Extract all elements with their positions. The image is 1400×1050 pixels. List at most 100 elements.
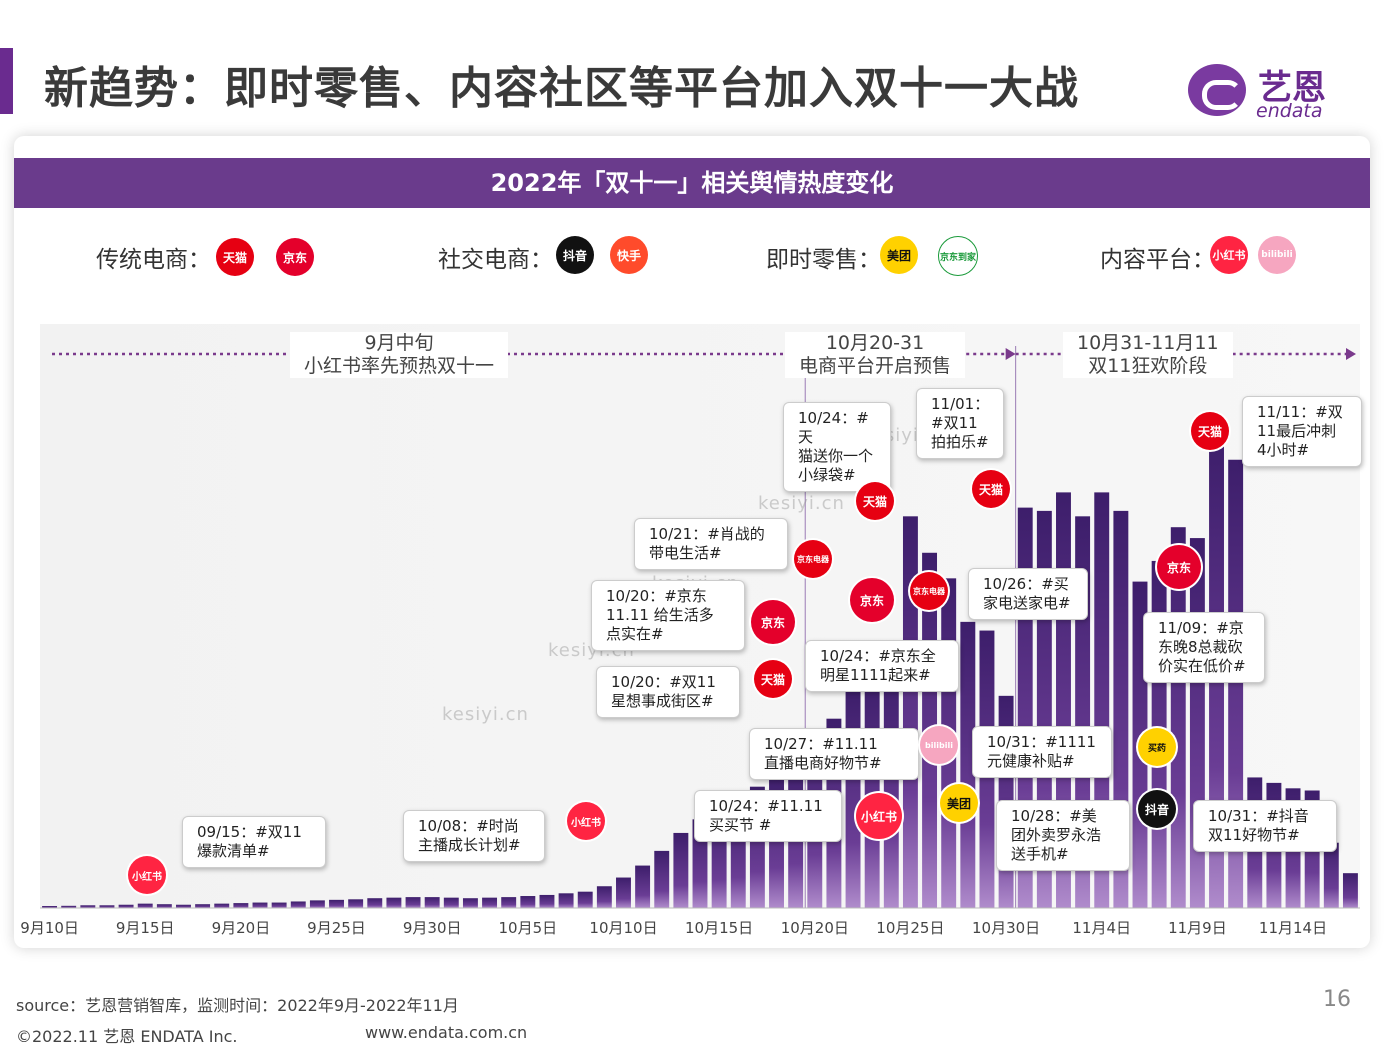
tmall-badge-icon: 天猫: [856, 482, 894, 520]
endata-logo: 艺恩 endata: [1188, 60, 1358, 124]
bar-10-7: [558, 893, 574, 908]
x-tick-label: 11月4日: [1072, 919, 1132, 937]
bar-10-8: [577, 891, 593, 908]
phase-2-line1: 10月20-31: [825, 332, 925, 354]
category-social-ecommerce: 社交电商：: [438, 247, 553, 273]
douyin-badge-icon: 抖音: [1138, 790, 1176, 828]
xiaohongshu-logo-icon: 小红书: [1210, 236, 1248, 274]
bar-9-13: [99, 905, 115, 908]
phase-1-line2: 小红书率先预热双十一: [304, 355, 495, 377]
annotation-1031-health: 10/31：#1111 元健康补贴#: [972, 726, 1112, 778]
bar-9-26: [348, 899, 364, 908]
bar-11-16: [1323, 842, 1339, 908]
phase-2-line2: 电商平台开启预售: [799, 355, 952, 377]
annotation-1024-xhs: 10/24：#11.11 买买节 #: [694, 790, 842, 842]
x-tick-label: 10月30日: [972, 919, 1041, 937]
bar-10-22: [845, 690, 861, 908]
bar-9-12: [80, 905, 96, 908]
x-tick-label: 10月10日: [589, 919, 658, 937]
title-accent-bar: [0, 48, 13, 114]
phase-label-1: 9月中旬 小红书率先预热双十一: [290, 332, 509, 378]
annotation-1027: 10/27：#11.11 直播电商好物节#: [749, 728, 919, 780]
bar-10-4: [501, 897, 517, 908]
annotation-1026: 10/26：#买 家电送家电#: [968, 568, 1088, 620]
meituan-maiyao-badge-icon: 买药: [1138, 728, 1176, 766]
jd-badge-icon: 京东: [751, 600, 795, 644]
bar-9-20: [233, 903, 249, 908]
x-tick-label: 10月20日: [780, 919, 849, 937]
x-tick-label: 10月25日: [876, 919, 945, 937]
bar-9-27: [367, 898, 383, 908]
bar-9-17: [176, 904, 191, 908]
bar-9-25: [329, 899, 344, 908]
x-tick-label: 9月10日: [20, 919, 79, 937]
jd-appliance-badge-icon: 京东电器: [794, 540, 832, 578]
phase-arrow-head-3: [1346, 348, 1356, 360]
chart-heading: 2022年「双十一」相关舆情热度变化: [14, 158, 1370, 208]
xiaohongshu-badge-icon: 小红书: [128, 856, 166, 894]
bar-9-16: [156, 904, 172, 908]
annotation-1109: 11/09：#京 东晚8总裁砍 价实在低价#: [1143, 612, 1265, 683]
bar-9-15: [137, 903, 153, 908]
annotation-1024-jd: 10/24：#京东全 明星1111起来#: [805, 640, 959, 692]
bar-10-6: [539, 894, 555, 908]
bar-10-13: [673, 832, 689, 908]
bar-9-14: [118, 904, 134, 908]
bar-10-9: [596, 886, 612, 908]
bar-10-1: [443, 897, 459, 908]
jd-badge-icon: 京东: [1157, 545, 1201, 589]
phase-1-line1: 9月中旬: [364, 332, 434, 354]
x-tick-label: 9月15日: [115, 919, 175, 937]
bar-10-25: [902, 516, 918, 908]
category-instant-retail: 即时零售：: [766, 247, 881, 273]
copyright: ©2022.11 艺恩 ENDATA Inc.: [16, 1027, 238, 1046]
category-content-platform: 内容平台：: [1100, 247, 1215, 273]
phase-3-line2: 双11狂欢阶段: [1088, 355, 1208, 377]
bar-10-28: [960, 621, 976, 908]
x-tick-label: 11月9日: [1168, 919, 1227, 937]
phase-3-line1: 10月31-11月11: [1077, 332, 1219, 354]
x-tick-label: 9月30日: [402, 919, 462, 937]
jddj-logo-icon: 京东到家: [938, 236, 978, 276]
bar-10-24: [883, 670, 899, 908]
bar-9-11: [61, 905, 77, 908]
bar-10-5: [520, 896, 536, 908]
phase-label-3: 10月31-11月11 双11狂欢阶段: [1063, 332, 1233, 378]
douyin-logo-icon: 抖音: [556, 236, 594, 274]
annotation-1020-jd: 10/20：#京东 11.11 给生活多 点实在#: [591, 580, 745, 651]
annotation-1021: 10/21：#肖战的 带电生活#: [634, 518, 788, 570]
x-tick-label: 9月25日: [307, 919, 366, 937]
site-url[interactable]: www.endata.com.cn: [365, 1023, 528, 1042]
page-number: 16: [1323, 987, 1351, 1012]
bar-10-12: [654, 850, 670, 908]
xiaohongshu-badge-icon: 小红书: [856, 793, 902, 839]
bar-10-2: [462, 898, 478, 908]
bar-9-28: [386, 897, 402, 908]
bar-9-24: [309, 900, 325, 908]
x-tick-label: 10月5日: [498, 919, 558, 937]
bar-9-30: [424, 897, 440, 908]
bar-9-21: [252, 902, 268, 908]
bar-11-17: [1342, 873, 1358, 908]
annotation-1101: 11/01： #双11 拍拍乐#: [916, 388, 1004, 459]
x-tick-label: 11月14日: [1258, 919, 1328, 937]
kuaishou-logo-icon: 快手: [610, 236, 648, 274]
annotation-1024-tmall: 10/24：#天 猫送你一个 小绿袋#: [783, 402, 891, 492]
annotation-1028: 10/28：#美 团外卖罗永浩 送手机#: [996, 800, 1130, 871]
watermark: kesiyi.cn: [442, 704, 529, 725]
annotation-1008: 10/08：#时尚 主播成长计划#: [403, 810, 545, 862]
watermark: kesiyi.cn: [758, 493, 845, 514]
jd-logo-icon: 京东: [276, 238, 314, 276]
bar-10-3: [482, 897, 498, 908]
bar-11-9: [1189, 538, 1205, 908]
xiaohongshu-badge-icon: 小红书: [567, 802, 605, 840]
annotation-1111: 11/11：#双 11最后冲刺 4小时#: [1242, 396, 1362, 467]
bar-10-10: [616, 877, 631, 908]
page-title: 新趋势：即时零售、内容社区等平台加入双十一大战: [44, 63, 1079, 114]
logo-cn-text: 艺恩: [1258, 68, 1326, 108]
logo-en-text: endata: [1256, 100, 1323, 122]
jd-badge-icon: 京东: [850, 578, 894, 622]
tmall-logo-icon: 天猫: [216, 238, 254, 276]
annotation-0915: 09/15：#双11 爆款清单#: [182, 816, 326, 868]
category-traditional-ecommerce: 传统电商：: [96, 247, 211, 273]
